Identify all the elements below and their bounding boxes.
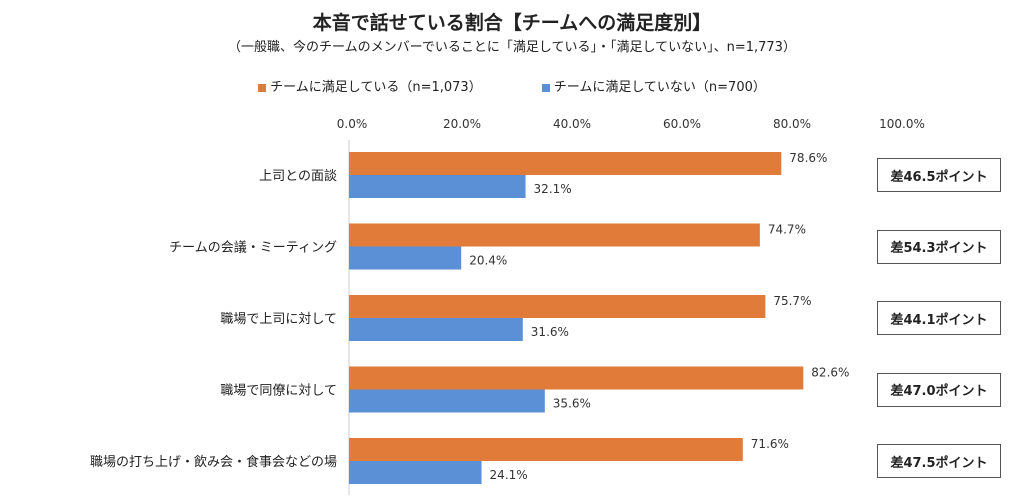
bar-satisfied	[349, 366, 804, 390]
category-label: 職場で同僚に対して	[220, 384, 337, 399]
data-label: 78.6%	[789, 151, 827, 165]
difference-annotation: 差47.0ポイント	[877, 372, 1001, 407]
data-label: 24.1%	[490, 468, 528, 482]
legend-label: チームに満足している（n=1,073）	[270, 80, 482, 95]
bar-satisfied	[349, 295, 766, 318]
category-label: 職場で上司に対して	[220, 312, 337, 327]
x-tick-label: 60.0%	[663, 117, 701, 131]
bar-unsatisfied	[349, 318, 523, 341]
bar-satisfied	[349, 152, 782, 175]
bar-unsatisfied	[349, 461, 482, 484]
legend-swatch	[541, 83, 550, 92]
data-label: 35.6%	[553, 397, 591, 411]
chart-subtitle: （一般職、今のチームのメンバーでいることに「満足している」・「満足していない」、…	[228, 40, 796, 55]
x-tick-label: 40.0%	[553, 117, 591, 131]
category-label: 上司との面談	[259, 168, 337, 184]
category-label: 職場の打ち上げ・飲み会・食事会などの場	[90, 454, 337, 470]
bar-unsatisfied	[349, 389, 545, 413]
bar-unsatisfied	[349, 246, 462, 270]
legend-item-satisfied: チームに満足している（n=1,073）	[258, 76, 482, 95]
bar-unsatisfied	[349, 175, 526, 198]
bar-satisfied	[349, 438, 743, 461]
data-label: 32.1%	[534, 182, 572, 196]
difference-annotation: 差46.5ポイント	[877, 158, 1001, 192]
x-tick-label: 0.0%	[337, 117, 368, 131]
bar-satisfied	[349, 223, 760, 247]
legend-label: チームに満足していない（n=700）	[553, 80, 766, 95]
difference-annotation: 差54.3ポイント	[877, 229, 1001, 264]
legend-item-unsatisfied: チームに満足していない（n=700）	[541, 76, 766, 95]
category-label: チームの会議・ミーティング	[169, 241, 337, 256]
data-label: 20.4%	[469, 254, 507, 268]
data-label: 75.7%	[773, 294, 811, 308]
x-tick-label: 80.0%	[773, 117, 811, 131]
difference-annotation: 差44.1ポイント	[877, 301, 1001, 335]
chart-title: 本音で話せている割合【チームへの満足度別】	[312, 12, 712, 34]
legend: チームに満足している（n=1,073） チームに満足していない（n=700）	[0, 76, 1024, 95]
legend-swatch	[258, 83, 267, 92]
x-tick-label: 20.0%	[443, 117, 481, 131]
data-label: 74.7%	[768, 223, 806, 237]
x-tick-label: 100.0%	[879, 117, 925, 131]
difference-annotation: 差47.5ポイント	[877, 444, 1001, 478]
data-label: 71.6%	[751, 437, 789, 451]
data-label: 82.6%	[811, 366, 849, 380]
data-label: 31.6%	[531, 325, 569, 339]
